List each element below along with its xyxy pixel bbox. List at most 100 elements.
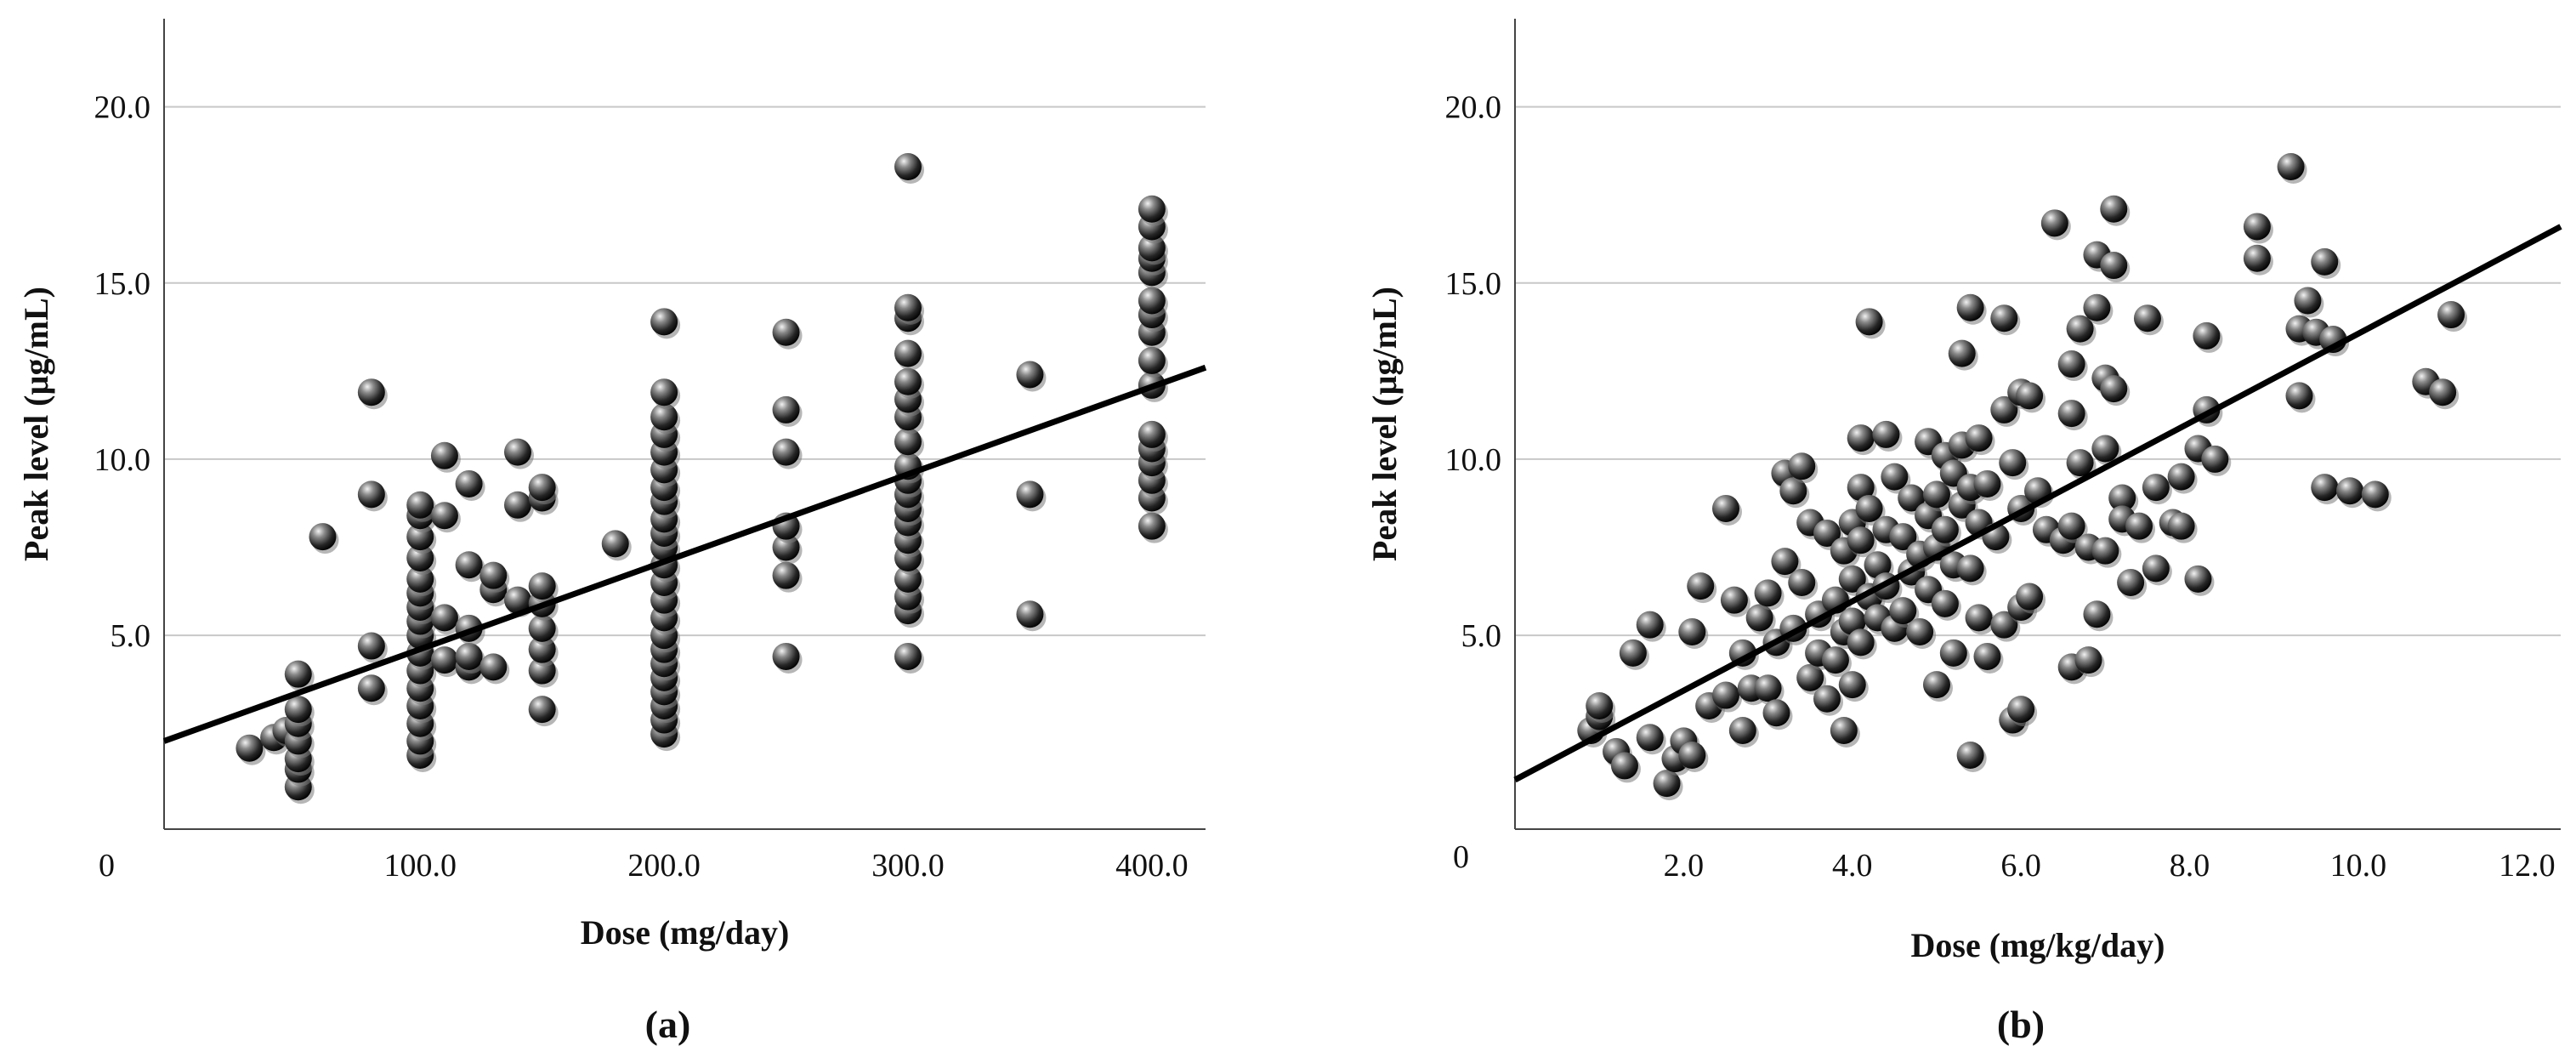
data-point [1821, 646, 1849, 674]
data-point [503, 491, 531, 519]
data-point [1754, 674, 1782, 702]
data-point [1855, 494, 1883, 522]
data-point [1779, 477, 1807, 505]
data-point [2016, 382, 2044, 410]
x-tick-label: 4.0 [1832, 848, 1873, 884]
y-tick-label: 5.0 [1461, 618, 1502, 654]
data-point [1636, 611, 1664, 639]
data-point [430, 502, 458, 530]
data-point [1653, 770, 1681, 798]
data-point [2100, 375, 2128, 403]
data-point [1898, 484, 1926, 512]
data-point [1906, 617, 1934, 645]
data-point [1838, 671, 1866, 699]
data-point [2361, 480, 2389, 509]
data-point [772, 395, 800, 423]
data-point [2167, 463, 2195, 491]
data-point [1711, 681, 1739, 709]
data-point [1830, 716, 1858, 744]
data-point [1138, 195, 1166, 223]
data-point [430, 441, 458, 469]
y-axis-title: Peak level (µg/mL) [1365, 287, 1404, 561]
data-point [1956, 554, 1984, 583]
data-point [2429, 378, 2457, 406]
data-point [2100, 195, 2128, 223]
data-point [235, 734, 264, 762]
x-tick-label: 100.0 [383, 848, 457, 884]
y-gridlines [1515, 105, 2561, 637]
data-point [650, 403, 678, 431]
data-point [1864, 551, 1892, 579]
axes [1514, 19, 2561, 830]
data-point [2336, 477, 2364, 505]
data-point [2133, 304, 2161, 333]
y-axis-title: Peak level (µg/mL) [17, 287, 55, 561]
data-point [1847, 526, 1875, 554]
data-point [2074, 646, 2102, 674]
data-point [1016, 361, 1044, 389]
data-point [772, 318, 800, 346]
panel-label: (a) [645, 1003, 691, 1046]
data-point [2007, 696, 2035, 724]
data-point [406, 491, 434, 519]
data-point [2142, 474, 2170, 502]
data-point [1619, 639, 1647, 667]
data-point [894, 367, 922, 395]
data-point [1728, 716, 1756, 744]
data-point [2117, 568, 2145, 596]
data-point [1796, 663, 1824, 691]
data-point [503, 438, 531, 466]
x-tick-label: 6.0 [2000, 848, 2041, 884]
data-point [1788, 452, 1816, 480]
x-tick-labels: 2.0 4.0 6.0 8.0 10.0 12.0 [1664, 848, 2556, 884]
y-tick-label: 15.0 [1445, 266, 1502, 302]
data-points [235, 153, 1168, 804]
data-point [1965, 604, 1993, 632]
data-point [1138, 420, 1166, 448]
y-tick-label: 10.0 [94, 442, 151, 478]
data-point [284, 660, 312, 688]
data-point [894, 428, 922, 456]
data-point [2016, 583, 2044, 611]
data-point [1711, 494, 1739, 522]
data-point [1838, 565, 1866, 593]
data-point [2311, 247, 2339, 276]
data-point [357, 378, 385, 406]
axes [163, 19, 1206, 830]
data-point [430, 604, 458, 632]
data-point [2142, 554, 2170, 583]
origin-label: 0 [1453, 839, 1469, 875]
data-point [2066, 315, 2094, 343]
data-point [1678, 617, 1706, 645]
data-point [772, 438, 800, 466]
y-tick-label: 5.0 [111, 618, 151, 654]
data-point [601, 530, 629, 558]
data-point [1931, 515, 1959, 543]
data-point [528, 572, 556, 600]
data-point [1847, 474, 1875, 502]
data-point [772, 561, 800, 589]
data-point [1610, 752, 1638, 780]
data-point [1138, 512, 1166, 540]
data-point [1872, 420, 1900, 448]
data-point [1016, 480, 1044, 509]
data-point [1965, 424, 1993, 452]
data-point [1745, 604, 1773, 632]
data-point [1847, 424, 1875, 452]
data-point [2193, 321, 2221, 350]
data-point [650, 308, 678, 336]
panel-label: (b) [1997, 1003, 2045, 1046]
data-point [894, 153, 922, 181]
regression-line [162, 364, 1207, 744]
data-point [1973, 469, 2001, 497]
data-point [503, 586, 531, 614]
data-point [1948, 339, 1976, 367]
data-point [357, 480, 385, 509]
data-point [1922, 480, 1950, 509]
x-tick-label: 400.0 [1115, 848, 1189, 884]
data-point [1889, 597, 1917, 625]
x-tick-label: 2.0 [1664, 848, 1705, 884]
data-point [1788, 568, 1816, 596]
data-point [772, 642, 800, 670]
data-point [1931, 589, 1959, 617]
